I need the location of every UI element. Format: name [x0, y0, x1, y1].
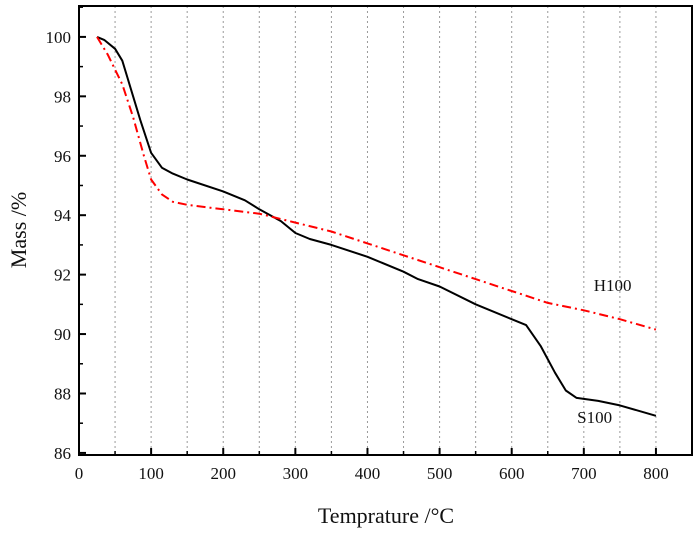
y-tick-label: 86	[54, 444, 71, 463]
y-tick-label: 92	[54, 266, 71, 285]
y-tick-label: 100	[46, 28, 72, 47]
x-tick-label: 0	[75, 464, 84, 483]
y-tick-label: 94	[54, 206, 72, 225]
x-tick-label: 800	[643, 464, 669, 483]
series-line-s100	[96, 35, 657, 417]
series-label-h100: H100	[594, 276, 632, 295]
y-tick-label: 96	[54, 147, 71, 166]
series-label-s100: S100	[577, 408, 612, 427]
x-tick-label: 600	[499, 464, 525, 483]
x-tick-label: 700	[571, 464, 597, 483]
grid-lines	[114, 6, 657, 455]
series-line-h100	[96, 36, 657, 331]
y-tick-label: 88	[54, 384, 71, 403]
series-group	[96, 35, 657, 417]
x-axis-label: Temprature /°C	[318, 503, 454, 528]
x-tick-label: 400	[355, 464, 381, 483]
y-tick-label: 98	[54, 87, 71, 106]
x-tick-label: 100	[138, 464, 164, 483]
annotations: H100 S100	[577, 276, 631, 427]
plot-frame	[78, 5, 693, 456]
axis-ticks: 0 100 200 300 400 500 600 700 800 86 88 90 92 94 96 98 1…	[46, 6, 669, 483]
x-tick-label: 200	[210, 464, 236, 483]
x-tick-label: 500	[427, 464, 453, 483]
y-tick-label: 90	[54, 325, 71, 344]
y-axis-label: Mass /%	[6, 192, 31, 268]
x-tick-label: 300	[283, 464, 309, 483]
